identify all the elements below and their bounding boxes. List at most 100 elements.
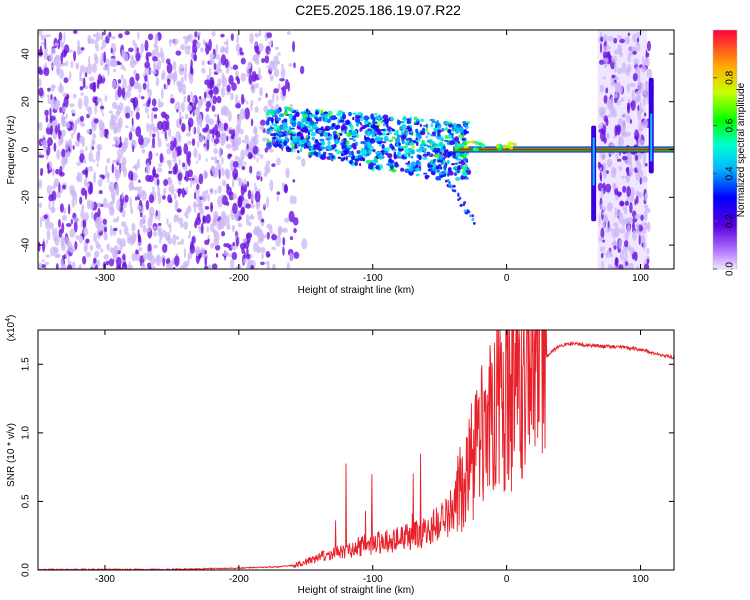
signal-blob — [423, 172, 428, 175]
signal-blob — [456, 124, 461, 128]
noise-blob — [232, 64, 239, 70]
noise-blob — [142, 103, 148, 107]
signal-blob — [450, 128, 456, 132]
signal-blob — [307, 120, 310, 126]
signal-blob — [341, 145, 344, 149]
noise-blob — [42, 240, 46, 253]
noise-blob — [237, 222, 243, 228]
noise-blob — [68, 70, 72, 81]
noise-blob — [637, 36, 640, 43]
noise-blob — [635, 190, 640, 198]
noise-blob — [292, 217, 299, 226]
noise-blob — [301, 238, 308, 250]
noise-blob — [148, 194, 155, 204]
noise-blob — [269, 179, 274, 192]
noise-blob — [172, 158, 177, 163]
noise-blob — [205, 42, 208, 47]
noise-blob — [221, 231, 226, 237]
noise-blob — [55, 124, 59, 135]
noise-blob — [599, 42, 603, 54]
noise-blob — [114, 115, 118, 122]
signal-blob — [427, 168, 433, 172]
noise-blob — [149, 255, 156, 266]
noise-blob — [640, 139, 645, 146]
noise-blob — [157, 226, 162, 233]
noise-blob — [226, 243, 230, 248]
signal-blob — [430, 170, 436, 176]
signal-blob — [279, 125, 284, 131]
noise-blob — [73, 216, 80, 223]
noise-blob — [202, 215, 207, 224]
noise-blob — [123, 225, 129, 236]
signal-blob — [422, 127, 426, 132]
signal-blob — [408, 170, 414, 176]
noise-blob — [68, 138, 72, 149]
signal-blob — [314, 121, 319, 125]
noise-blob — [204, 205, 210, 210]
signal-blob — [320, 146, 326, 150]
noise-blob — [166, 62, 173, 74]
noise-blob — [224, 58, 229, 69]
noise-blob — [605, 183, 612, 193]
noise-blob — [271, 234, 277, 241]
noise-blob — [231, 251, 238, 261]
noise-blob — [213, 62, 217, 70]
noise-blob — [638, 234, 641, 246]
noise-blob — [619, 228, 626, 234]
noise-blob — [635, 154, 639, 161]
signal-blob — [291, 145, 295, 149]
noise-blob — [148, 175, 154, 183]
noise-blob — [209, 53, 215, 59]
signal-blob — [426, 151, 431, 156]
svg-text:(x104): (x104) — [5, 315, 17, 342]
signal-blob — [309, 146, 313, 149]
noise-blob — [132, 143, 135, 153]
noise-blob — [211, 105, 216, 112]
signal-blob — [306, 108, 309, 113]
x-tick-label: -300 — [95, 273, 115, 284]
noise-blob — [282, 237, 286, 246]
signal-blob — [430, 159, 433, 164]
noise-blob — [51, 168, 55, 177]
signal-blob — [372, 148, 376, 153]
x-tick-label: 100 — [632, 574, 649, 585]
noise-blob — [67, 150, 70, 158]
noise-blob — [193, 266, 195, 269]
signal-blob — [348, 150, 353, 156]
noise-blob — [48, 53, 54, 62]
signal-blob — [362, 158, 366, 162]
noise-blob — [59, 68, 64, 80]
signal-blob — [310, 131, 317, 137]
signal-blob — [396, 134, 402, 138]
noise-blob — [619, 85, 623, 95]
signal-blob — [309, 120, 315, 126]
noise-blob — [53, 235, 58, 242]
noise-blob — [612, 110, 617, 118]
signal-blob — [382, 147, 388, 151]
noise-blob — [88, 55, 91, 66]
signal-blob — [434, 153, 440, 158]
noise-blob — [230, 92, 234, 101]
noise-blob — [86, 183, 89, 188]
noise-blob — [255, 200, 260, 211]
signal-blob — [348, 111, 352, 117]
signal-blob — [399, 126, 403, 131]
noise-blob — [644, 112, 647, 117]
noise-blob — [105, 164, 108, 175]
signal-blob — [300, 147, 303, 153]
noise-blob — [38, 179, 43, 190]
noise-blob — [103, 51, 106, 64]
signal-blob — [374, 127, 381, 132]
noise-blob — [629, 201, 633, 214]
noise-blob — [640, 65, 647, 73]
noise-blob — [101, 112, 105, 117]
noise-blob — [196, 160, 199, 164]
noise-blob — [130, 206, 134, 215]
noise-blob — [627, 52, 632, 63]
noise-blob — [97, 207, 101, 219]
noise-blob — [58, 218, 61, 228]
signal-blob — [481, 143, 486, 149]
noise-blob — [81, 64, 85, 74]
noise-blob — [50, 47, 56, 55]
noise-blob — [202, 170, 208, 180]
